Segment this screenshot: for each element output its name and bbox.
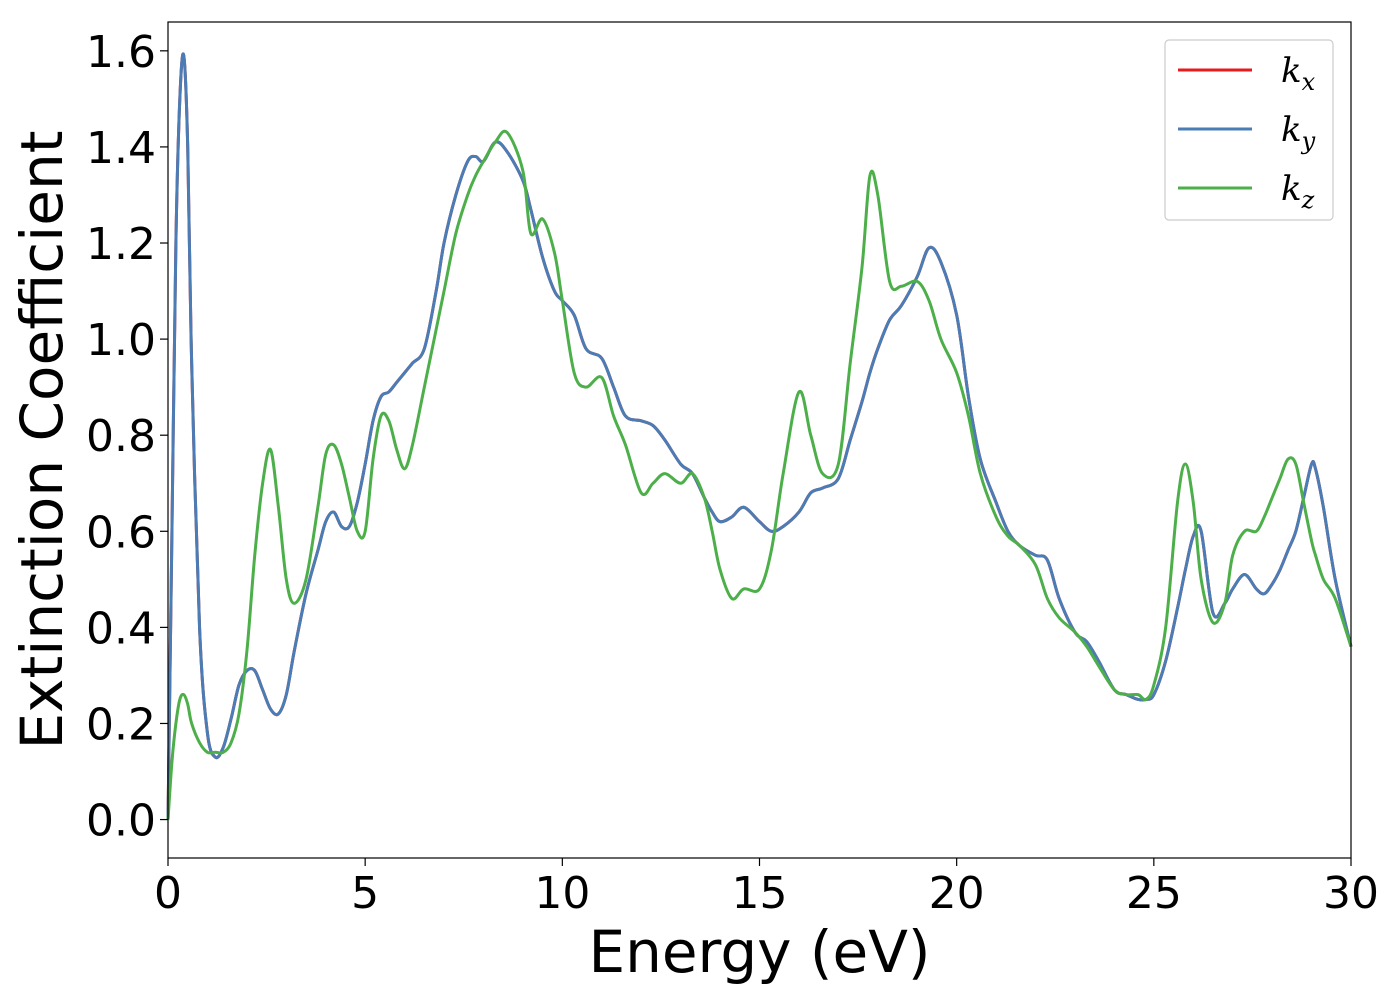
y-axis: 0.0 0.2 0.4 0.6 0.8 1.0 1.2 1.4 1.6 bbox=[86, 27, 168, 847]
x-axis-title: Energy (eV) bbox=[588, 918, 930, 986]
series-layer bbox=[166, 52, 1353, 820]
y-tick-label: 0.0 bbox=[86, 796, 156, 847]
legend-label-k-y: ky bbox=[1281, 110, 1316, 155]
y-tick-label: 1.2 bbox=[86, 219, 156, 270]
x-tick-label: 5 bbox=[351, 868, 379, 919]
x-tick-label: 15 bbox=[732, 868, 788, 919]
legend: kx ky kz bbox=[1164, 39, 1334, 221]
series-line-k-z bbox=[166, 129, 1353, 820]
x-tick-label: 20 bbox=[929, 868, 985, 919]
x-tick-label: 25 bbox=[1126, 868, 1182, 919]
y-tick-label: 0.4 bbox=[86, 603, 156, 654]
series-line-k-y bbox=[166, 52, 1353, 820]
y-tick-label: 1.4 bbox=[86, 123, 156, 174]
y-tick-label: 0.8 bbox=[86, 411, 156, 462]
y-tick-label: 0.2 bbox=[86, 699, 156, 750]
legend-label-k-x: kx bbox=[1281, 51, 1316, 96]
x-tick-label: 10 bbox=[534, 868, 590, 919]
plot-background bbox=[168, 22, 1351, 858]
y-tick-label: 1.0 bbox=[86, 315, 156, 366]
x-axis: 0 5 10 15 20 25 30 bbox=[154, 858, 1379, 919]
plot-area bbox=[166, 21, 1353, 859]
y-tick-label: 1.6 bbox=[86, 27, 156, 78]
x-tick-label: 0 bbox=[154, 868, 182, 919]
legend-label-k-z: kz bbox=[1281, 169, 1315, 214]
y-axis-title: Extinction Coefficient bbox=[8, 131, 76, 750]
x-tick-label: 30 bbox=[1323, 868, 1379, 919]
y-tick-label: 0.6 bbox=[86, 507, 156, 558]
